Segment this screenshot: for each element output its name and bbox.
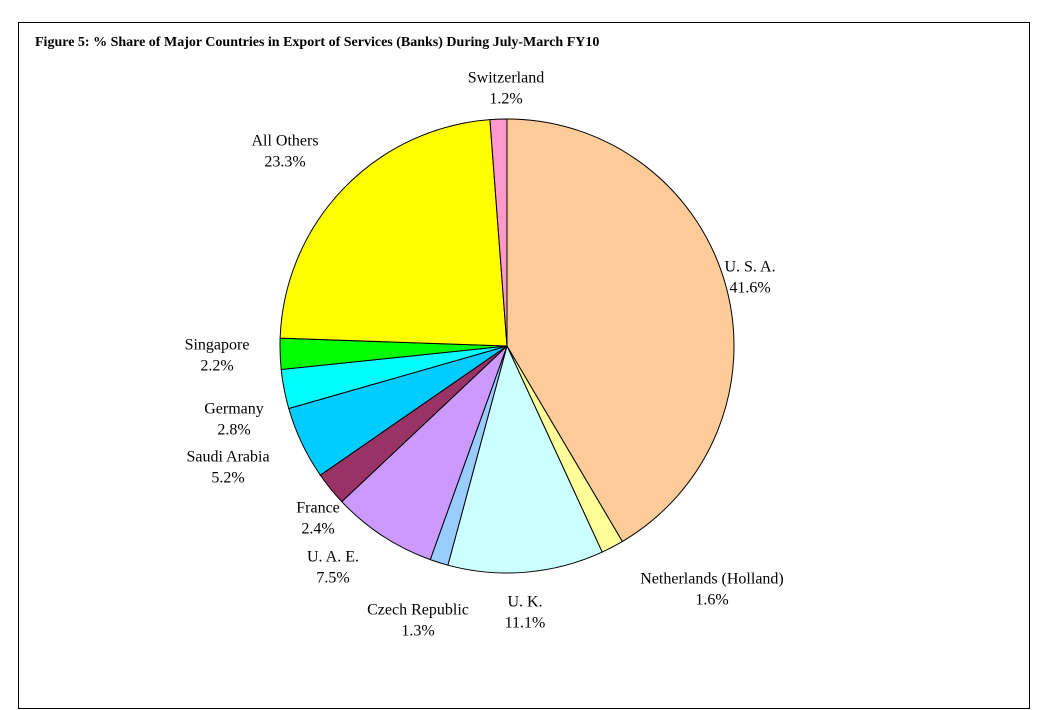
slice-label: U. S. A. <box>724 259 775 276</box>
slice-label: Netherlands (Holland) <box>640 571 784 588</box>
slice-value-label: 2.8% <box>217 422 250 439</box>
pie-slice <box>279 119 508 347</box>
slice-value-label: 5.2% <box>211 470 244 487</box>
slice-label: Singapore <box>185 337 250 354</box>
pie-slice <box>341 345 508 561</box>
slice-label: Saudi Arabia <box>186 449 269 466</box>
slice-label: U. A. E. <box>307 549 359 566</box>
slice-label: France <box>296 500 340 517</box>
slice-label: Germany <box>204 401 264 418</box>
pie-slice <box>489 118 508 347</box>
chart-title: Figure 5: % Share of Major Countries in … <box>35 35 599 50</box>
slice-value-label: 23.3% <box>264 154 305 171</box>
slice-label: U. K. <box>507 594 542 611</box>
slice-label: Switzerland <box>468 70 544 87</box>
slice-value-label: 1.3% <box>401 623 434 640</box>
slice-value-label: 1.6% <box>695 592 728 609</box>
slice-value-label: 2.4% <box>301 521 334 538</box>
pie-slice <box>447 344 603 574</box>
pie-slice <box>506 118 735 543</box>
slice-value-label: 1.2% <box>489 91 522 108</box>
slice-label: Czech Republic <box>367 602 469 619</box>
slice-label: All Others <box>251 133 318 150</box>
slice-value-label: 11.1% <box>505 615 546 632</box>
slice-value-label: 41.6% <box>729 280 770 297</box>
slice-value-label: 2.2% <box>200 358 233 375</box>
slice-value-label: 7.5% <box>316 570 349 587</box>
